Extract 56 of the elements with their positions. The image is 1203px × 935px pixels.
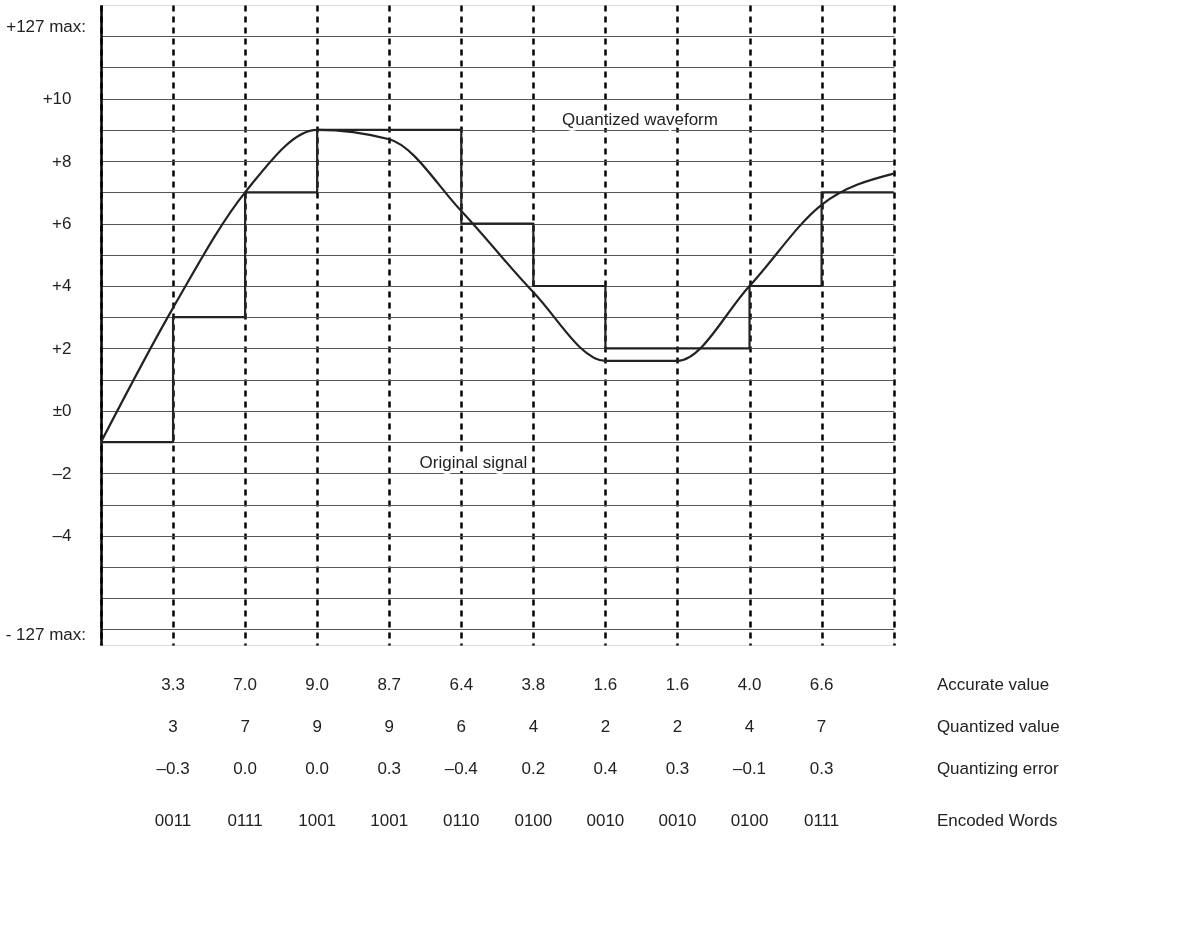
text: 0111 <box>803 811 840 830</box>
data-label: 6.4 <box>449 675 474 694</box>
data-label: 2 <box>672 717 683 736</box>
text: –0.1 <box>732 759 767 778</box>
data-label: 2 <box>600 717 611 736</box>
text: –0.4 <box>444 759 478 778</box>
text: 0.0 <box>233 759 257 778</box>
data-label: 4 <box>528 717 539 736</box>
text: 0010 <box>586 811 625 830</box>
text: 0010 <box>658 811 697 830</box>
text: Quantizing error <box>936 759 1059 778</box>
data-label: 3 <box>168 717 178 736</box>
text: 0.3 <box>809 759 834 778</box>
y-tick-label: +10 <box>42 89 72 109</box>
y-tick-label: +4 <box>52 276 72 296</box>
text: –0.3 <box>156 759 190 778</box>
annotation: Original signal <box>419 453 528 473</box>
text: - 127 max: <box>5 625 86 645</box>
text: Accurate value <box>936 675 1050 694</box>
text: Quantized value <box>936 717 1060 736</box>
data-label: 6.6 <box>809 675 834 694</box>
text: 0.3 <box>377 759 402 778</box>
text: Encoded Words <box>936 811 1058 830</box>
data-label: 7 <box>240 717 250 736</box>
data-label: 8.7 <box>377 675 402 694</box>
y-tick-label: +6 <box>52 214 72 234</box>
data-label: 4.0 <box>737 675 762 694</box>
data-label: 7.0 <box>233 675 257 694</box>
text: 0.0 <box>305 759 329 778</box>
text: 1001 <box>298 811 337 830</box>
data-label: 3.3 <box>161 675 185 694</box>
text: 0100 <box>514 811 553 830</box>
text: 0.3 <box>665 759 690 778</box>
data-label: 7 <box>816 717 827 736</box>
text: 0.2 <box>521 759 546 778</box>
data-label: 6 <box>456 717 467 736</box>
y-tick-label: +8 <box>52 151 72 171</box>
y-tick-label: –2 <box>52 463 72 483</box>
data-label: 3.8 <box>521 675 546 694</box>
text: 0011 <box>154 811 192 830</box>
data-label: 4 <box>744 717 755 736</box>
data-label: 1.6 <box>593 675 618 694</box>
data-label: 1.6 <box>665 675 690 694</box>
text: +127 max: <box>6 17 86 37</box>
data-label: 9 <box>312 717 322 736</box>
data-label: 9.0 <box>305 675 329 694</box>
y-tick-label: ±0 <box>52 401 72 421</box>
text: 0.4 <box>593 759 618 778</box>
data-label: 9 <box>384 717 394 736</box>
y-tick-label: +2 <box>52 338 72 358</box>
text: 0111 <box>227 811 263 830</box>
text: 0110 <box>443 811 480 830</box>
y-tick-label: –4 <box>52 526 72 546</box>
annotation: Quantized waveform <box>562 110 718 130</box>
text: 1001 <box>370 811 409 830</box>
text: 0100 <box>730 811 769 830</box>
